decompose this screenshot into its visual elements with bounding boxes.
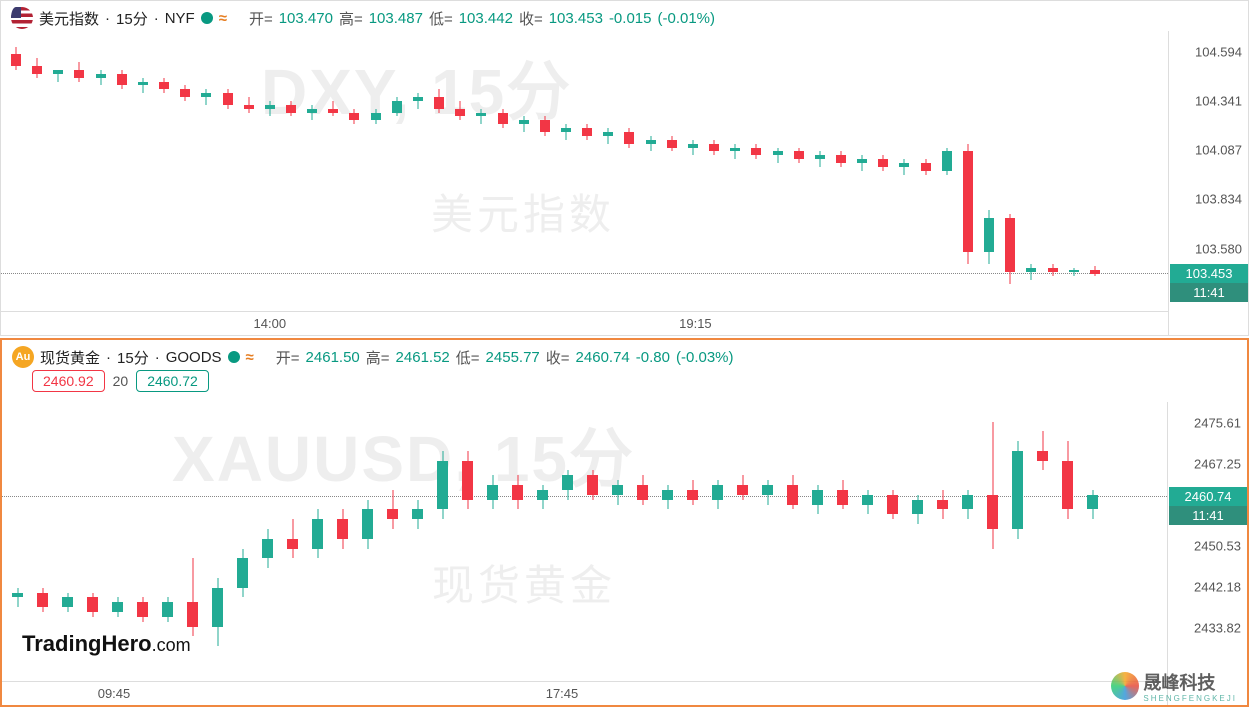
- indicator-value: 2460.72: [136, 370, 209, 392]
- ohlc-close: 103.453: [549, 10, 603, 27]
- ohlc-open: 103.470: [279, 10, 333, 27]
- y-tick-label: 2467.25: [1194, 457, 1241, 472]
- ohlc-delta: -0.80: [636, 349, 670, 366]
- ohlc-high: 2461.52: [396, 349, 450, 366]
- swirl-icon: [1111, 672, 1139, 700]
- ohlc-delta: -0.015: [609, 10, 652, 27]
- indicator-value: 2460.92: [32, 370, 105, 392]
- y-tick-label: 2450.53: [1194, 538, 1241, 553]
- tradinghero-logo: TradingHero.com: [22, 631, 191, 657]
- symbol-name: 现货黄金: [40, 347, 100, 368]
- x-axis[interactable]: 14:00 19:15: [1, 311, 1168, 335]
- watermark-symbol: DXY, 15分: [261, 41, 572, 133]
- y-tick-label: 2442.18: [1194, 579, 1241, 594]
- indicator-value: 20: [113, 373, 129, 389]
- status-dot-icon: [201, 12, 213, 24]
- y-axis[interactable]: 104.594 104.341 104.087 103.834 103.580 103.4…: [1168, 31, 1248, 335]
- last-price-line: [1, 273, 1168, 274]
- approx-icon: ≈: [219, 10, 227, 27]
- ohlc-delta-pct: (-0.03%): [676, 349, 734, 366]
- y-tick-label: 103.580: [1195, 241, 1242, 256]
- ohlc-delta-pct: (-0.01%): [657, 10, 715, 27]
- y-tick-label: 2433.82: [1194, 620, 1241, 635]
- chart-plot[interactable]: XAUUSD, 15分 现货黄金 2475.612467.252450.5324…: [2, 402, 1247, 705]
- time-tag: 11:41: [1169, 506, 1247, 525]
- ohlc-close: 2460.74: [576, 349, 630, 366]
- chart-panel-dxy[interactable]: 美元指数 · 15分 · NYF ≈ 开=103.470 高=103.487 低…: [0, 0, 1249, 336]
- x-tick-label: 17:45: [546, 686, 579, 701]
- chart-panel-gold[interactable]: Au 现货黄金 · 15分 · GOODS ≈ 开=2461.50 高=2461…: [0, 338, 1249, 707]
- panel-header: 美元指数 · 15分 · NYF ≈ 开=103.470 高=103.487 低…: [1, 1, 1248, 31]
- indicator-row: 2460.92 20 2460.72: [2, 370, 1247, 396]
- x-tick-label: 19:15: [679, 316, 712, 331]
- interval: 15分: [116, 8, 148, 29]
- interval: 15分: [117, 347, 149, 368]
- symbol-name: 美元指数: [39, 8, 99, 29]
- watermark-name: 美元指数: [431, 181, 615, 242]
- x-tick-label: 09:45: [98, 686, 131, 701]
- exchange: NYF: [165, 10, 195, 27]
- vendor-logo: 晟峰科技 SHENGFENGKEJI: [1111, 669, 1237, 703]
- ohlc-low: 2455.77: [486, 349, 540, 366]
- y-tick-label: 2475.61: [1194, 416, 1241, 431]
- last-price-tag: 2460.74: [1169, 487, 1247, 506]
- x-axis[interactable]: 09:45 17:45: [2, 681, 1167, 705]
- ohlc-low: 103.442: [459, 10, 513, 27]
- y-tick-label: 104.341: [1195, 93, 1242, 108]
- y-tick-label: 103.834: [1195, 192, 1242, 207]
- ohlc-open: 2461.50: [306, 349, 360, 366]
- gold-icon: Au: [12, 346, 34, 368]
- y-tick-label: 104.087: [1195, 143, 1242, 158]
- ohlc-high: 103.487: [369, 10, 423, 27]
- y-axis[interactable]: 2475.61 2467.25 2450.53 2442.18 2433.82 2460.…: [1167, 402, 1247, 705]
- exchange: GOODS: [166, 349, 222, 366]
- last-price-tag: 103.453: [1170, 264, 1248, 283]
- chart-plot[interactable]: DXY, 15分 美元指数 104.594 104.341 104.087 103.8…: [1, 31, 1248, 335]
- status-dot-icon: [228, 351, 240, 363]
- y-tick-label: 104.594: [1195, 44, 1242, 59]
- x-tick-label: 14:00: [254, 316, 287, 331]
- flag-us-icon: [11, 7, 33, 29]
- panel-header: Au 现货黄金 · 15分 · GOODS ≈ 开=2461.50 高=2461…: [2, 340, 1247, 370]
- time-tag: 11:41: [1170, 283, 1248, 302]
- approx-icon: ≈: [246, 349, 254, 366]
- watermark-name: 现货黄金: [432, 552, 616, 613]
